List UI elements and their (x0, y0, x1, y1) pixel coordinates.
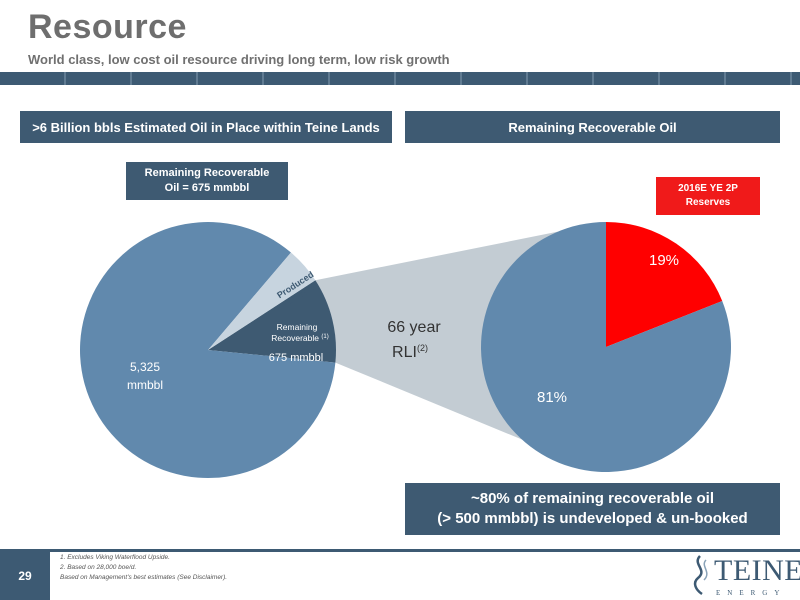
bottom-line1: ~80% of remaining recoverable oil (470, 490, 714, 507)
header-bar-pattern (0, 72, 800, 85)
header-bar (0, 72, 800, 85)
undeveloped-callout: ~80% of remaining recoverable oil (> 500… (405, 483, 780, 535)
rli-footnote-ref: (2) (417, 343, 428, 353)
reserves-line1: 2016E YE 2P (678, 183, 738, 194)
page-subtitle: World class, low cost oil resource drivi… (28, 52, 450, 67)
pie1-main-label-line1: 5,325 (130, 360, 160, 374)
rli-label: 66 year RLI(2) (387, 319, 441, 361)
page-number: 29 (0, 552, 50, 600)
teine-logo-icon (693, 555, 708, 596)
pie1-slice-1 (208, 252, 316, 350)
pie1-remaining-value: 675 mmbbl (269, 352, 323, 364)
footnote-3: Based on Management's best estimates (Se… (60, 574, 228, 581)
right-panel-header: Remaining Recoverable Oil (405, 111, 780, 143)
logo-wordmark: TEINE (714, 554, 800, 587)
footnote-2: 2. Based on 28,000 boe/d. (60, 564, 137, 571)
pie1-main-label-line2: mmbbl (127, 378, 163, 392)
reserves-line2: Reserves (685, 197, 731, 208)
svg-text:RLI(2): RLI(2) (392, 343, 428, 361)
rli-line2: RLI (392, 344, 417, 361)
pie1-remaining-footnote-ref: (1) (321, 334, 328, 340)
remaining-oil-callout: Remaining Recoverable Oil = 675 mmbbl (126, 162, 288, 200)
pie1-slice-0 (80, 221, 336, 478)
pie2-slice-label-1: 81% (537, 389, 567, 406)
reserves-callout: 2016E YE 2P Reserves (656, 177, 760, 215)
footnotes: 1. Excludes Viking Waterflood Upside. 2.… (60, 553, 227, 583)
footnote-1: 1. Excludes Viking Waterflood Upside. (60, 554, 170, 561)
rli-line1: 66 year (387, 319, 441, 336)
left-panel-header: >6 Billion bbls Estimated Oil in Place w… (20, 111, 392, 143)
pie1-slice-2 (208, 280, 337, 363)
callout-line2: Oil = 675 mmbbl (164, 182, 250, 194)
svg-text:66 year: 66 year (387, 319, 441, 336)
page-title: Resource (28, 8, 187, 46)
logo-subtitle: ENERGY (716, 589, 787, 597)
callout-line1: Remaining Recoverable (144, 167, 270, 179)
pie1-remaining-label-line1: Remaining (277, 322, 318, 332)
bottom-line2: (> 500 mmbbl) is undeveloped & un-booked (437, 510, 748, 527)
pie2-slice-1 (481, 222, 731, 472)
pie1-remaining-label-line2: Recoverable (1) (271, 333, 328, 343)
footer-divider (0, 549, 800, 552)
pie2-slice-label-0: 19% (649, 252, 679, 269)
pie2-slice-0 (606, 222, 723, 347)
